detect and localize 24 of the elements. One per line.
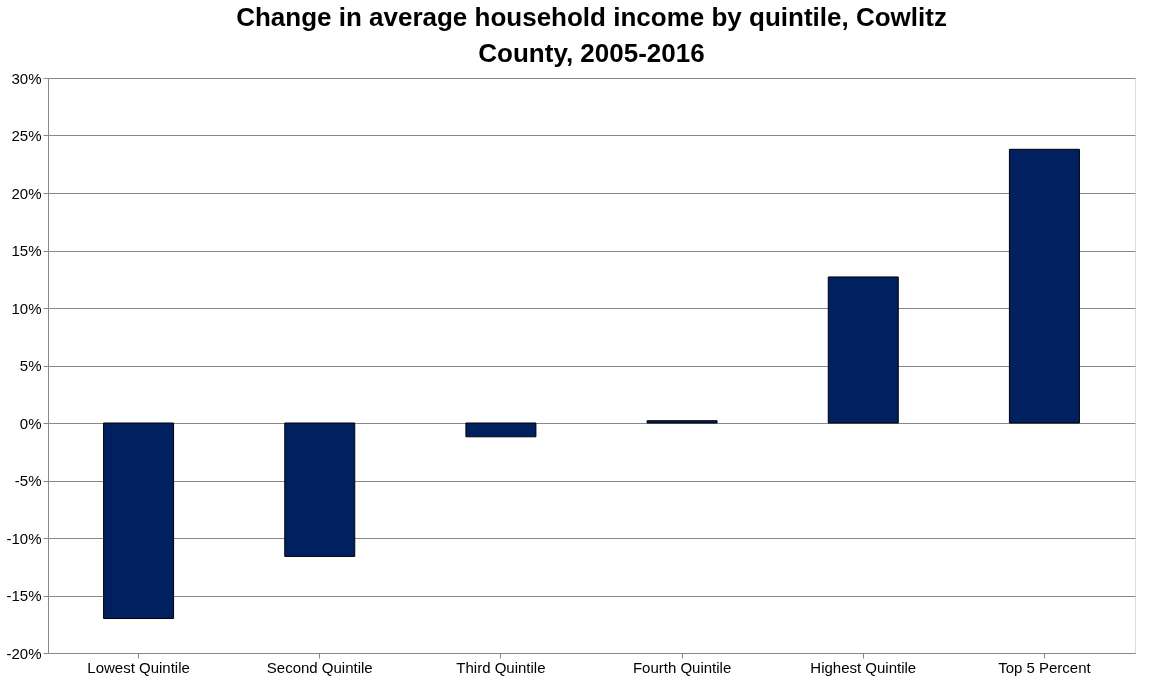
bar <box>103 422 175 619</box>
bar <box>465 422 537 438</box>
y-tick-label: 30% <box>11 69 42 87</box>
x-tick-label: Top 5 Percent <box>998 658 1092 676</box>
y-tick-label: -15% <box>6 587 42 604</box>
y-tick-label: 25% <box>11 127 42 144</box>
bar <box>284 422 356 557</box>
chart-title: Change in average household income by quintile, Cowlitz County, 2005-2016 <box>236 2 947 68</box>
x-tick-label: Highest Quintile <box>810 658 917 676</box>
y-tick-label: 0% <box>19 414 42 432</box>
x-tick-label: Fourth Quintile <box>632 658 732 676</box>
x-tick-label: Second Quintile <box>266 658 373 676</box>
x-tick-label: Lowest Quintile <box>87 658 190 676</box>
y-tick-label: -5% <box>14 472 42 489</box>
bar <box>646 420 718 424</box>
bar <box>1008 148 1080 424</box>
y-tick-label: -20% <box>6 644 42 662</box>
y-tick-label: 15% <box>11 242 42 259</box>
y-tick-label: 20% <box>11 184 42 202</box>
bar <box>827 276 899 424</box>
x-tick-label: Third Quintile <box>456 658 546 676</box>
y-tick-label: 10% <box>11 299 42 317</box>
y-tick-label: 5% <box>19 357 42 374</box>
y-tick-label: -10% <box>6 529 42 547</box>
